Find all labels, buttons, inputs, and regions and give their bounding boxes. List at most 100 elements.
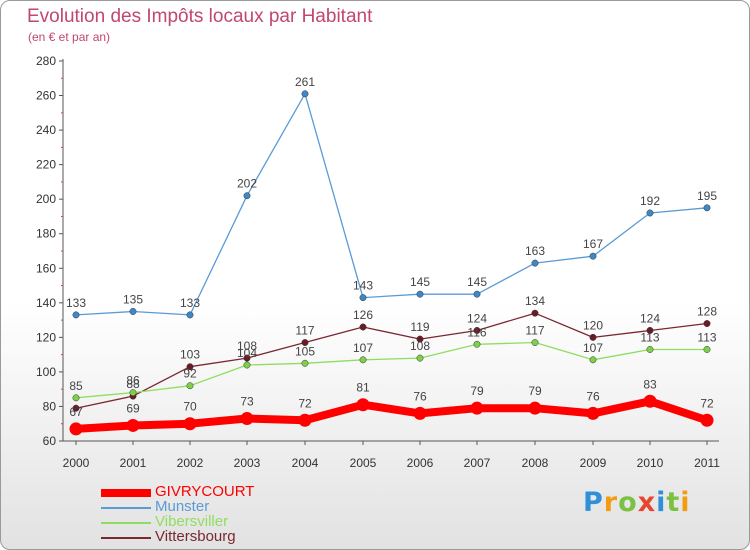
series-line-vittersbourg: [75, 312, 708, 409]
data-label-vittersbourg: 124: [467, 311, 487, 325]
data-label-givrycourt: 67: [69, 405, 83, 419]
data-label-givrycourt: 73: [240, 395, 254, 409]
legend-swatch-vibersviller: [101, 522, 151, 524]
x-tick-label: 2007: [464, 456, 491, 470]
data-point-munster: [646, 209, 654, 217]
data-point-givrycourt: [528, 401, 542, 415]
y-tick-label: 60: [43, 434, 57, 448]
x-tick-label: 2002: [177, 456, 204, 470]
y-tick-label: 260: [36, 89, 56, 103]
data-label-munster: 143: [353, 279, 373, 293]
legend-label-vibersviller: Vibersviller: [155, 513, 229, 530]
data-point-vibersviller: [416, 354, 424, 362]
x-tick-label: 2004: [292, 456, 319, 470]
data-label-givrycourt: 72: [700, 396, 714, 410]
y-tick-label: 220: [36, 158, 56, 172]
chart-subtitle: (en € et par an): [28, 30, 111, 44]
legend-swatch-givrycourt: [101, 489, 151, 497]
data-label-munster: 195: [697, 189, 717, 203]
data-label-vibersviller: 105: [295, 344, 315, 358]
data-point-vibersviller: [186, 382, 194, 390]
y-tick-label: 160: [36, 261, 56, 275]
data-label-vibersviller: 107: [583, 341, 603, 355]
data-label-givrycourt: 76: [586, 389, 600, 403]
x-tick-label: 2006: [407, 456, 434, 470]
data-label-vibersviller: 104: [237, 346, 257, 360]
series-line-givrycourt: [72, 397, 711, 433]
data-point-vittersbourg: [416, 335, 424, 343]
data-point-vibersviller: [243, 361, 251, 369]
data-label-vibersviller: 117: [525, 324, 544, 338]
data-point-vibersviller: [301, 359, 309, 367]
data-point-vittersbourg: [531, 309, 539, 317]
data-point-vibersviller: [359, 356, 367, 364]
legend-item-munster: Munster: [101, 498, 361, 515]
logo-letter: o: [618, 487, 638, 518]
chart-legend: GIVRYCOURT Munster Vibersviller Vittersbour…: [101, 484, 361, 545]
data-point-munster: [129, 308, 137, 315]
legend-item-vittersbourg: Vittersbourg: [101, 529, 361, 545]
data-point-givrycourt: [240, 412, 254, 426]
data-label-vittersbourg: 119: [410, 320, 429, 334]
data-label-vibersviller: 86: [126, 374, 140, 388]
logo-letter: t: [666, 487, 681, 518]
data-point-munster: [301, 90, 309, 98]
data-point-munster: [589, 252, 597, 260]
data-point-givrycourt: [69, 422, 83, 436]
data-point-munster: [416, 290, 424, 298]
data-label-vibersviller: 107: [353, 341, 373, 355]
legend-label-munster: Munster: [155, 498, 210, 515]
data-label-vibersviller: 92: [183, 367, 197, 381]
x-tick-label: 2010: [637, 456, 664, 470]
y-tick-label: 100: [36, 365, 56, 379]
data-point-givrycourt: [126, 418, 140, 432]
data-label-givrycourt: 70: [183, 400, 197, 414]
data-point-vittersbourg: [186, 363, 194, 371]
logo-letter: P: [583, 487, 604, 518]
data-label-munster: 135: [123, 292, 143, 306]
data-point-munster: [359, 294, 367, 302]
legend-item-vibersviller: Vibersviller: [101, 513, 361, 530]
data-point-vittersbourg: [359, 323, 367, 331]
y-tick-label: 240: [36, 123, 56, 137]
legend-swatch-vittersbourg: [101, 537, 151, 539]
logo-letter: r: [603, 487, 619, 518]
data-point-vibersviller: [703, 346, 711, 353]
data-label-vittersbourg: 124: [640, 311, 660, 325]
legend-swatch-munster: [101, 507, 151, 509]
data-label-vittersbourg: 120: [583, 318, 603, 332]
data-point-givrycourt: [356, 398, 370, 412]
data-label-vibersviller: 85: [69, 379, 83, 393]
data-point-vibersviller: [129, 389, 137, 397]
data-label-munster: 133: [66, 296, 86, 310]
data-point-munster: [243, 192, 251, 200]
data-label-givrycourt: 76: [413, 389, 427, 403]
data-label-vibersviller: 113: [697, 330, 716, 344]
data-label-vittersbourg: 117: [295, 324, 314, 338]
proxiti-logo: Proxiti: [583, 487, 691, 518]
data-point-givrycourt: [183, 417, 197, 431]
data-label-givrycourt: 72: [298, 396, 312, 410]
data-label-vittersbourg: 134: [525, 294, 545, 308]
data-point-givrycourt: [643, 394, 657, 408]
data-label-givrycourt: 79: [528, 384, 542, 398]
logo-letter: x: [637, 487, 657, 518]
series-line-vibersviller: [75, 341, 708, 399]
series-line-munster: [75, 93, 708, 316]
data-label-munster: 133: [180, 296, 200, 310]
data-point-vibersviller: [589, 356, 597, 364]
data-point-munster: [186, 311, 194, 319]
data-point-givrycourt: [700, 413, 714, 427]
data-label-munster: 145: [467, 275, 487, 289]
data-label-vittersbourg: 128: [697, 305, 717, 319]
data-label-vibersviller: 116: [467, 325, 486, 339]
data-point-givrycourt: [586, 406, 600, 420]
x-tick-label: 2000: [63, 456, 90, 470]
logo-letter: i: [680, 487, 691, 518]
y-tick-label: 280: [36, 54, 56, 68]
data-label-vittersbourg: 108: [237, 339, 257, 353]
legend-item-givrycourt: GIVRYCOURT: [101, 484, 361, 500]
x-tick-label: 2011: [694, 456, 720, 470]
x-tick-label: 2008: [522, 456, 549, 470]
